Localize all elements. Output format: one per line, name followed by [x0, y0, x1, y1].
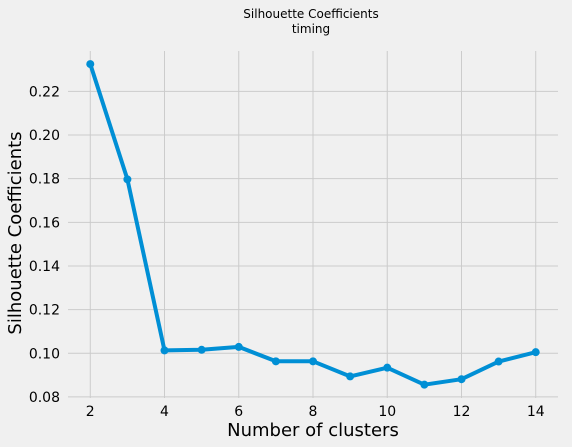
tick-labels: 2 4 6 8 10 12 14 0.08 0.10 0.12 0.14 0.16 0.18 0.20 0.… [29, 84, 545, 420]
y-axis-label: Silhouette Coefficients [5, 131, 26, 334]
y-tick-label: 0.10 [29, 346, 60, 362]
y-tick-label: 0.12 [29, 303, 60, 319]
data-point [494, 357, 503, 366]
data-point [234, 342, 243, 351]
data-point [420, 380, 429, 389]
x-tick-label: 4 [160, 404, 169, 420]
chart-subtitle: timing [292, 22, 330, 36]
data-point [383, 363, 392, 372]
data-point [309, 357, 317, 366]
data-point [197, 345, 206, 354]
x-tick-label: 2 [86, 404, 95, 420]
data-point [346, 372, 355, 381]
x-tick-label: 14 [527, 404, 545, 420]
y-tick-label: 0.14 [29, 259, 60, 275]
data-point [123, 175, 132, 184]
series-timing [86, 60, 540, 389]
x-tick-label: 12 [453, 404, 471, 420]
x-axis-label: Number of clusters [227, 420, 399, 441]
grid [68, 51, 558, 398]
y-tick-label: 0.20 [29, 128, 60, 144]
x-tick-label: 6 [234, 404, 243, 420]
chart-title: Silhouette Coefficients [243, 7, 378, 21]
x-tick-label: 8 [309, 404, 318, 420]
data-point [160, 346, 169, 355]
x-tick-label: 10 [378, 404, 396, 420]
y-tick-label: 0.08 [29, 390, 60, 406]
data-point [457, 375, 466, 384]
y-tick-label: 0.18 [29, 172, 60, 188]
data-point [531, 348, 540, 357]
data-point [86, 60, 95, 69]
y-tick-label: 0.16 [29, 215, 60, 231]
data-point [271, 357, 280, 366]
y-tick-label: 0.22 [29, 84, 60, 100]
